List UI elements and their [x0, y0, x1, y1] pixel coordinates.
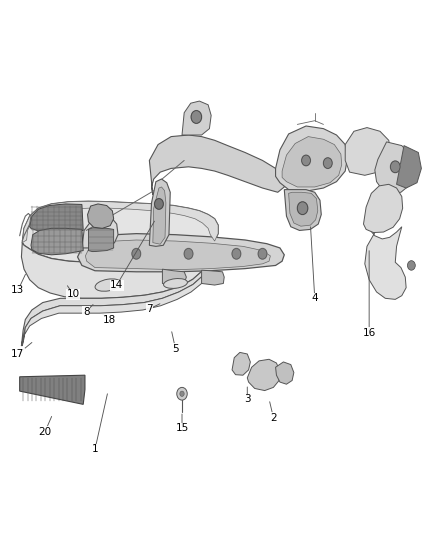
Text: 18: 18 [102, 314, 116, 325]
Polygon shape [345, 127, 391, 175]
Text: 15: 15 [175, 423, 189, 433]
Polygon shape [149, 135, 284, 195]
Circle shape [323, 158, 332, 168]
Polygon shape [149, 179, 170, 246]
Circle shape [132, 248, 141, 259]
Polygon shape [247, 359, 280, 391]
Circle shape [297, 202, 308, 215]
Text: 1: 1 [92, 445, 98, 455]
Circle shape [155, 199, 163, 209]
Circle shape [184, 248, 193, 259]
Text: 4: 4 [311, 293, 318, 303]
Text: 10: 10 [67, 289, 80, 299]
Text: 3: 3 [244, 394, 251, 404]
Polygon shape [88, 204, 114, 228]
Text: 14: 14 [110, 280, 124, 290]
Polygon shape [276, 126, 347, 191]
Circle shape [407, 261, 415, 270]
Polygon shape [182, 101, 211, 135]
Polygon shape [364, 184, 403, 232]
Polygon shape [21, 241, 215, 298]
Text: 5: 5 [172, 344, 179, 354]
Polygon shape [22, 201, 218, 262]
Polygon shape [82, 215, 118, 248]
Polygon shape [85, 240, 270, 270]
Polygon shape [88, 228, 114, 252]
Polygon shape [201, 270, 224, 285]
Text: 8: 8 [83, 306, 89, 317]
Circle shape [177, 387, 187, 400]
Polygon shape [276, 362, 294, 384]
Circle shape [191, 111, 201, 123]
Polygon shape [162, 269, 186, 285]
Text: 7: 7 [146, 304, 153, 314]
Polygon shape [284, 190, 321, 230]
Circle shape [180, 391, 184, 397]
Text: 16: 16 [363, 328, 376, 338]
Polygon shape [20, 375, 85, 405]
Polygon shape [21, 241, 218, 346]
Polygon shape [365, 227, 406, 300]
Circle shape [232, 248, 241, 259]
Ellipse shape [95, 279, 121, 291]
Polygon shape [30, 204, 83, 232]
Polygon shape [289, 192, 318, 226]
Polygon shape [375, 142, 415, 193]
Polygon shape [232, 352, 251, 375]
Polygon shape [282, 136, 342, 187]
Polygon shape [31, 228, 83, 255]
Circle shape [258, 248, 267, 259]
Polygon shape [22, 201, 218, 243]
Polygon shape [78, 233, 284, 272]
Polygon shape [396, 146, 421, 188]
Ellipse shape [163, 279, 187, 288]
Text: 17: 17 [11, 349, 25, 359]
Text: 20: 20 [39, 427, 52, 437]
Polygon shape [153, 187, 166, 244]
Polygon shape [22, 265, 210, 346]
Circle shape [391, 161, 400, 173]
Circle shape [302, 155, 311, 166]
Text: 2: 2 [270, 413, 277, 423]
Text: 13: 13 [11, 285, 25, 295]
